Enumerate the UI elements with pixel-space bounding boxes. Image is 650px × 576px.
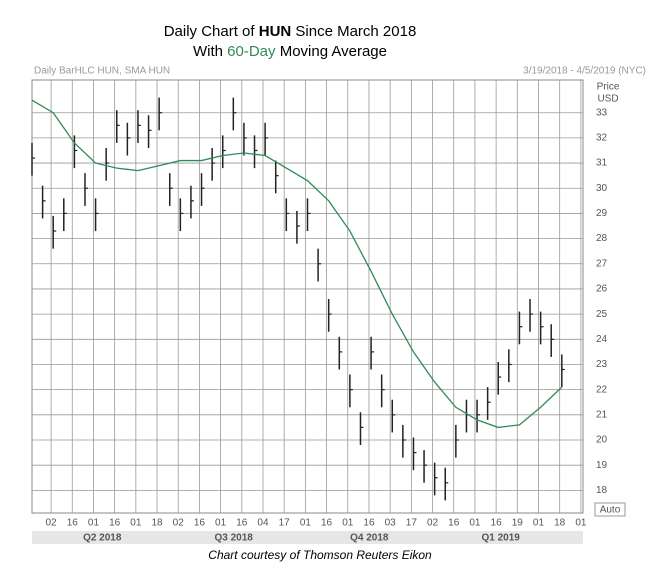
y-tick-label: 24 (596, 334, 608, 345)
quarter-label: Q1 2019 (481, 533, 520, 544)
x-tick-label: 16 (236, 518, 248, 529)
header-left: Daily BarHLC HUN, SMA HUN (34, 66, 170, 77)
header-right: 3/19/2018 - 4/5/2019 (NYC) (523, 66, 646, 77)
x-tick-label: 16 (363, 518, 375, 529)
quarter-label: Q3 2018 (214, 533, 253, 544)
x-tick-label: 01 (533, 518, 545, 529)
y-tick-label: 33 (596, 107, 608, 118)
plot-frame (31, 79, 584, 514)
x-tick-label: 17 (406, 518, 418, 529)
y-tick-label: 28 (596, 233, 608, 244)
y-tick-label: 25 (596, 309, 608, 320)
y-label: USD (597, 94, 618, 105)
x-tick-label: 16 (109, 518, 121, 529)
x-tick-label: 01 (130, 518, 142, 529)
quarter-band (32, 531, 583, 544)
x-tick-label: 16 (194, 518, 206, 529)
y-tick-label: 27 (596, 258, 608, 269)
y-tick-label: 18 (596, 485, 608, 496)
y-tick-label: 31 (596, 158, 608, 169)
x-tick-label: 19 (512, 518, 524, 529)
x-tick-label: 17 (279, 518, 291, 529)
y-tick-label: 32 (596, 133, 608, 144)
x-tick-label: 02 (46, 518, 58, 529)
title-line-1: Daily Chart of HUN Since March 2018 (164, 23, 417, 40)
caption: Chart courtesy of Thomson Reuters Eikon (208, 548, 432, 562)
x-tick-label: 01 (342, 518, 354, 529)
title-line-2: With 60-Day Moving Average (193, 43, 387, 60)
sma-line (31, 99, 563, 429)
x-tick-label: 01 (300, 518, 312, 529)
y-tick-label: 29 (596, 208, 608, 219)
x-tick-label: 18 (151, 518, 163, 529)
x-tick-label: 03 (385, 518, 397, 529)
y-tick-label: 30 (596, 183, 608, 194)
x-tick-label: 01 (575, 518, 587, 529)
x-tick-label: 16 (448, 518, 460, 529)
auto-label[interactable]: Auto (600, 505, 621, 516)
y-tick-label: 22 (596, 384, 608, 395)
y-tick-label: 19 (596, 460, 608, 471)
x-tick-label: 16 (321, 518, 333, 529)
y-tick-label: 20 (596, 435, 608, 446)
x-tick-label: 01 (215, 518, 227, 529)
x-tick-label: 16 (67, 518, 79, 529)
y-tick-label: 21 (596, 409, 608, 420)
x-tick-label: 02 (173, 518, 185, 529)
y-label: Price (597, 82, 620, 93)
quarter-label: Q2 2018 (83, 533, 122, 544)
x-tick-label: 02 (427, 518, 439, 529)
x-tick-label: 01 (469, 518, 481, 529)
x-tick-label: 04 (257, 518, 269, 529)
y-tick-label: 23 (596, 359, 608, 370)
x-tick-label: 01 (88, 518, 100, 529)
quarter-label: Q4 2018 (350, 533, 389, 544)
x-tick-label: 18 (554, 518, 566, 529)
auto-box[interactable] (594, 502, 626, 517)
x-tick-label: 16 (491, 518, 503, 529)
y-tick-label: 26 (596, 284, 608, 295)
